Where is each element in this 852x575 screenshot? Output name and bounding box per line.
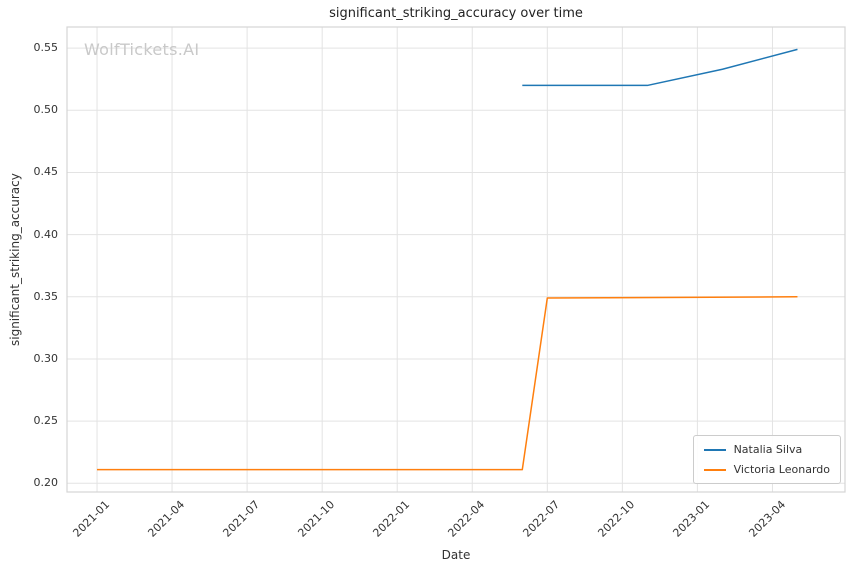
series-line-0 bbox=[522, 48, 798, 87]
y-tick-label: 0.45 bbox=[33, 165, 59, 179]
y-tick-label: 0.35 bbox=[33, 289, 59, 303]
legend-item: Natalia Silva bbox=[703, 443, 830, 456]
y-tick-label: 0.55 bbox=[33, 41, 59, 55]
legend: Natalia Silva Victoria Leonardo bbox=[692, 435, 841, 484]
plot-border bbox=[66, 26, 846, 493]
legend-item: Victoria Leonardo bbox=[703, 463, 830, 476]
legend-item-label: Victoria Leonardo bbox=[733, 463, 830, 476]
chart-title: significant_striking_accuracy over time bbox=[329, 6, 583, 21]
watermark-text: WolfTickets.AI bbox=[84, 40, 200, 59]
y-tick-label: 0.25 bbox=[33, 414, 59, 428]
y-tick-label: 0.50 bbox=[33, 103, 59, 117]
y-tick-label: 0.30 bbox=[33, 351, 59, 365]
series-line-1 bbox=[97, 296, 798, 471]
y-tick-label: 0.40 bbox=[33, 227, 59, 241]
legend-item-label: Natalia Silva bbox=[733, 443, 803, 456]
y-tick-label: 0.20 bbox=[33, 476, 59, 490]
legend-line-swatch bbox=[703, 468, 726, 471]
x-axis-label: Date bbox=[441, 548, 471, 562]
legend-line-swatch bbox=[703, 448, 726, 451]
